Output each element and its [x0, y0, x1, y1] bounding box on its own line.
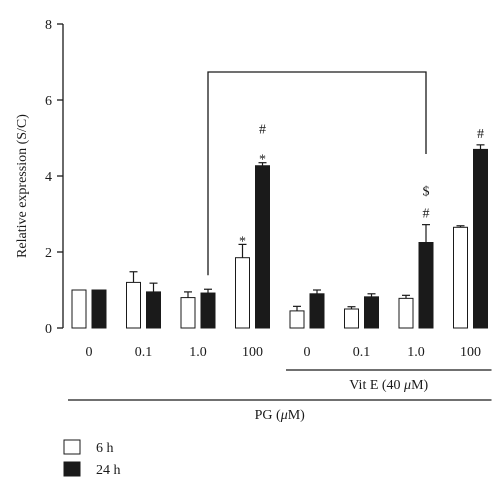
bar-6h-6	[398, 297, 414, 329]
bar-24h-1	[146, 291, 161, 329]
x-category-label: 100	[460, 345, 481, 360]
bar-6h-5	[344, 308, 359, 329]
bar-6h-0	[71, 289, 87, 329]
significance-mark: #	[259, 123, 266, 138]
legend-label: 6 h	[96, 441, 114, 456]
x-category-label: 0	[304, 345, 311, 360]
y-tick-label: 6	[45, 94, 52, 109]
labels: * * # # $ #0 0.1 1.0 100 0 0.1 1.0 100 Vit E (40 μM) P…	[68, 71, 492, 423]
significance-mark: #	[477, 127, 484, 142]
bar-24h-7	[473, 148, 488, 329]
y-axis-title: Relative expression (S/C)	[15, 114, 30, 258]
x-category-label: 1.0	[407, 345, 425, 360]
legend-label: 24 h	[96, 463, 121, 478]
legend: 6 h 24 h	[63, 439, 121, 478]
bar-24h-6	[418, 242, 434, 329]
x-category-label: 0	[86, 345, 93, 360]
bar-6h-1	[126, 281, 141, 329]
bar-6h-4	[289, 310, 305, 329]
x-category-label: 0.1	[353, 345, 371, 360]
bar-24h-0	[91, 289, 107, 329]
significance-mark: *	[259, 153, 266, 168]
axes: 0 2 4 6 8 Relative expression (S/C)	[15, 18, 64, 337]
group-label: PG (μM)	[255, 408, 306, 423]
bar-24h-5	[364, 296, 379, 329]
x-category-label: 0.1	[135, 345, 153, 360]
significance-mark: #	[423, 207, 430, 222]
significance-mark: *	[239, 234, 246, 249]
x-category-label: 100	[242, 345, 263, 360]
legend-swatch-24h	[63, 461, 81, 477]
legend-swatch-6h	[63, 439, 81, 455]
comparison-bracket	[207, 71, 427, 276]
y-tick-label: 4	[45, 170, 52, 185]
y-tick-label: 2	[45, 246, 52, 261]
x-category-label: 1.0	[189, 345, 207, 360]
bar-24h-4	[309, 293, 325, 329]
bar-6h-2	[180, 297, 196, 329]
bar-24h-2	[200, 292, 216, 329]
bars	[71, 144, 488, 329]
group-label: Vit E (40 μM)	[349, 378, 428, 393]
significance-mark: $	[423, 185, 430, 200]
y-tick-label: 8	[45, 18, 52, 33]
y-tick-label: 0	[45, 322, 52, 337]
bar-6h-7	[453, 226, 468, 329]
bar-6h-3	[235, 257, 250, 329]
bar-24h-3	[255, 165, 270, 329]
